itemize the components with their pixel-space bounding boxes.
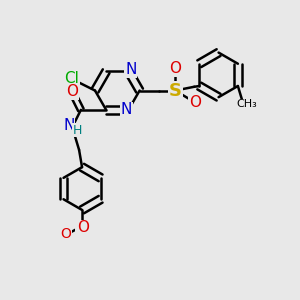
Text: O: O bbox=[77, 220, 89, 235]
Text: S: S bbox=[169, 82, 182, 100]
Text: N: N bbox=[125, 62, 136, 77]
Text: N: N bbox=[63, 118, 74, 133]
Text: O: O bbox=[76, 221, 88, 236]
Text: H: H bbox=[73, 124, 82, 136]
Text: Cl: Cl bbox=[64, 71, 79, 86]
Text: N: N bbox=[120, 102, 132, 117]
Text: O: O bbox=[66, 84, 78, 99]
Text: CH₃: CH₃ bbox=[237, 99, 257, 109]
Text: O: O bbox=[60, 227, 71, 241]
Text: O: O bbox=[189, 95, 201, 110]
Text: O: O bbox=[169, 61, 181, 76]
